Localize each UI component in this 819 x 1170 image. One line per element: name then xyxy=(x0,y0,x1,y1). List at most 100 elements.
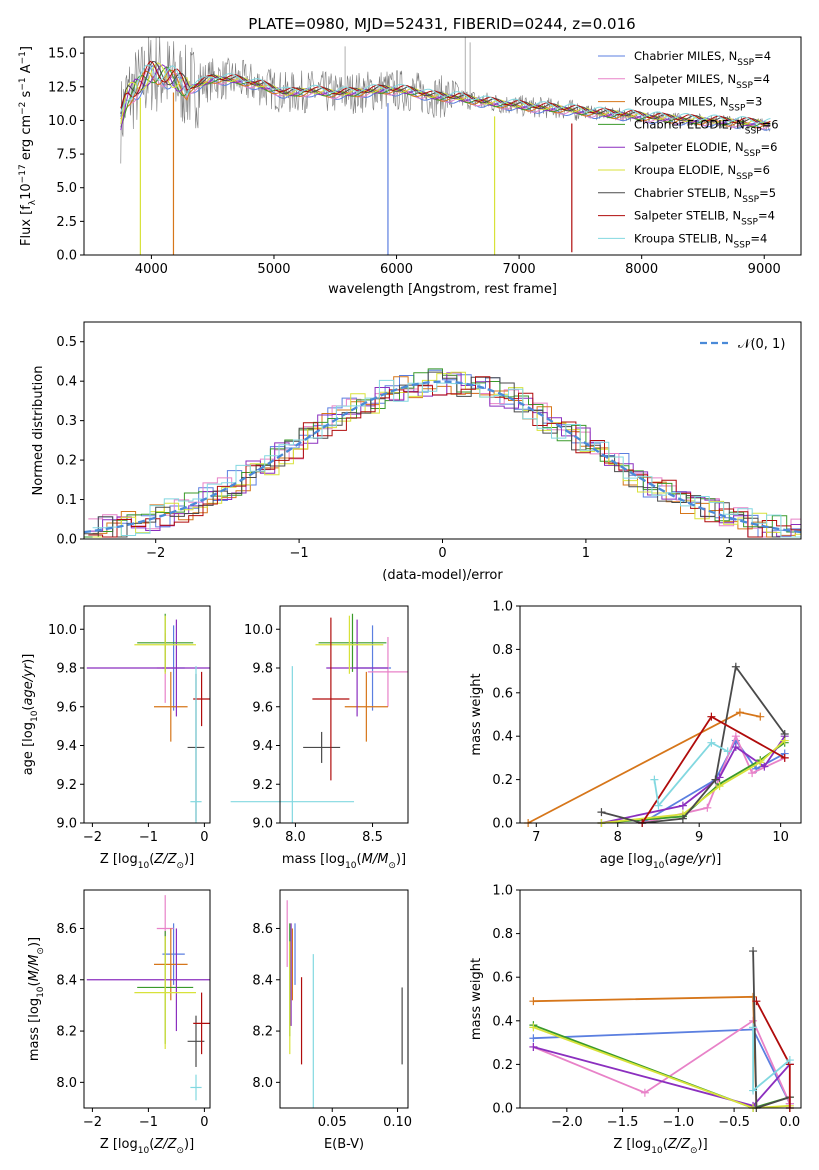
tick-label-x: 7000 xyxy=(503,262,536,277)
label-part: ( xyxy=(357,852,362,867)
x-axis-label: Z [log10(Z/Z⊙)] xyxy=(100,1137,194,1156)
label-part: mass [log xyxy=(282,852,345,867)
tick-label-y: 9.2 xyxy=(56,778,77,793)
weight-marker xyxy=(785,1056,794,1065)
weight-line xyxy=(601,664,786,824)
label-part: ⊙ xyxy=(36,947,46,955)
tick-label-x: 10 xyxy=(772,830,789,845)
tick-label-y: 9.8 xyxy=(56,662,77,677)
weight-line xyxy=(601,735,786,824)
tick-label-y: 0.8 xyxy=(492,927,513,942)
label-part: ⊙ xyxy=(176,1146,184,1156)
label-part: SSP xyxy=(729,104,746,114)
tick-label-x: 0 xyxy=(438,546,446,561)
label-part: )] xyxy=(184,852,194,867)
legend-label: Kroupa MILES, NSSP=3 xyxy=(634,95,762,114)
label-part: λ xyxy=(28,199,38,205)
tick-label-y: 5.0 xyxy=(56,181,77,196)
tick-label-x: −2 xyxy=(83,830,102,845)
weight-marker xyxy=(529,997,538,1006)
y-axis-label: mass weight xyxy=(469,958,484,1040)
weight-marker xyxy=(715,782,724,791)
tick-label-x: 7 xyxy=(532,830,540,845)
label-part: −17 xyxy=(18,164,28,183)
tick-label-y: 10.0 xyxy=(48,114,77,129)
label-part: )] xyxy=(184,1137,194,1152)
label-part: =6 xyxy=(761,140,778,154)
label-part: ⊙ xyxy=(176,861,184,871)
weight-marker xyxy=(723,747,732,756)
tick-label-x: 1 xyxy=(582,546,590,561)
axes-frame xyxy=(519,889,802,1109)
tick-label-x: 8.0 xyxy=(285,830,306,845)
panel-residuals: −2 −1 0 1 2 0.0 0.1 0.2 0.3 0.4 0.5 𝒩(0, 1) (data-mo… xyxy=(31,321,802,583)
weight-marker xyxy=(731,662,740,671)
weight-marker xyxy=(715,773,724,782)
weight-marker xyxy=(731,732,740,741)
label-part: SSP xyxy=(744,149,761,159)
label-part: ] xyxy=(19,46,34,51)
residual-histogram xyxy=(84,371,801,538)
label-part: E(B-V) xyxy=(324,1137,364,1152)
tick-label-y: 10.0 xyxy=(48,623,77,638)
y-axis-label: mass weight xyxy=(469,673,484,755)
tick-label-x: −1.0 xyxy=(663,1115,695,1130)
label-part: M/M xyxy=(362,852,389,867)
legend-label: 𝒩(0, 1) xyxy=(738,337,785,352)
label-part: SSP xyxy=(736,172,753,182)
panel-age-vs-mass: 8.0 8.5 9.0 9.2 9.4 9.6 9.8 10.0 mass [log10(M/M… xyxy=(230,605,409,871)
tick-label-x: −1.5 xyxy=(607,1115,639,1130)
weight-marker xyxy=(749,1023,758,1032)
tick-label-y: 0.6 xyxy=(492,686,513,701)
tick-label-y: 9.8 xyxy=(252,662,273,677)
weight-marker xyxy=(650,775,659,784)
label-part: Kroupa MILES, N xyxy=(634,95,729,109)
label-part: ⊙ xyxy=(388,861,396,871)
tick-label-x: 0.10 xyxy=(383,1115,412,1130)
label-part: Salpeter ELODIE, N xyxy=(634,140,744,154)
tick-label-y: 8.6 xyxy=(56,922,77,937)
label-part: Z [log xyxy=(100,852,138,867)
tick-label-y: 8.2 xyxy=(252,1025,273,1040)
panels-group: 4000 5000 6000 7000 8000 90000.02.55.07.510.0… xyxy=(18,36,802,1156)
label-part: Z/Z xyxy=(667,1137,691,1152)
tick-label-x: −2 xyxy=(83,1115,102,1130)
weight-marker xyxy=(529,1042,538,1051)
label-part: ⊙ xyxy=(690,1146,698,1156)
tick-label-y: 0.6 xyxy=(492,971,513,986)
label-part: )] xyxy=(698,1137,708,1152)
label-part: Salpeter STELIB, N xyxy=(634,209,741,223)
label-part: Chabrier ELODIE, N xyxy=(634,117,745,131)
normal-curve xyxy=(83,380,802,534)
label-part: Z [log xyxy=(100,1137,138,1152)
tick-label-x: 5000 xyxy=(257,262,290,277)
label-part: A xyxy=(19,64,34,77)
axes-frame xyxy=(279,889,409,1109)
weight-marker xyxy=(735,708,744,717)
residual-histogram xyxy=(84,368,801,538)
tick-label-y: 10.0 xyxy=(244,623,273,638)
label-part: ( xyxy=(21,706,36,711)
weight-line xyxy=(533,1046,791,1107)
weight-marker xyxy=(678,801,687,810)
panel-weight-vs-Z: −2.0 −1.5 −1.0 −0.5 0.0 0.0 0.2 0.4 0.6 0.8 1.0 Z [… xyxy=(469,884,802,1156)
label-part: Z/Z xyxy=(153,1137,177,1152)
panel-mass-vs-Z: −2 −1 08.08.28.48.6Z [log10(Z/Z⊙)]mass [lo… xyxy=(27,889,211,1156)
legend-label: Chabrier STELIB, NSSP=5 xyxy=(634,186,776,205)
weight-marker xyxy=(749,992,758,1001)
label-part: SSP xyxy=(737,58,754,68)
label-part: −1 xyxy=(18,77,28,90)
x-axis-label: wavelength [Angstrom, rest frame] xyxy=(328,282,557,297)
label-part: Chabrier STELIB, N xyxy=(634,186,742,200)
tick-label-y: 9.6 xyxy=(252,700,273,715)
tick-label-x: −1 xyxy=(290,546,309,561)
tick-label-y: 0.4 xyxy=(492,1014,513,1029)
weight-line xyxy=(752,1027,791,1093)
weight-marker xyxy=(654,801,663,810)
tick-label-x: 6000 xyxy=(380,262,413,277)
weight-marker xyxy=(780,753,789,762)
tick-label-y: 9.0 xyxy=(252,817,273,832)
tick-label-x: −1 xyxy=(139,1115,158,1130)
tick-label-y: 8.4 xyxy=(56,973,77,988)
